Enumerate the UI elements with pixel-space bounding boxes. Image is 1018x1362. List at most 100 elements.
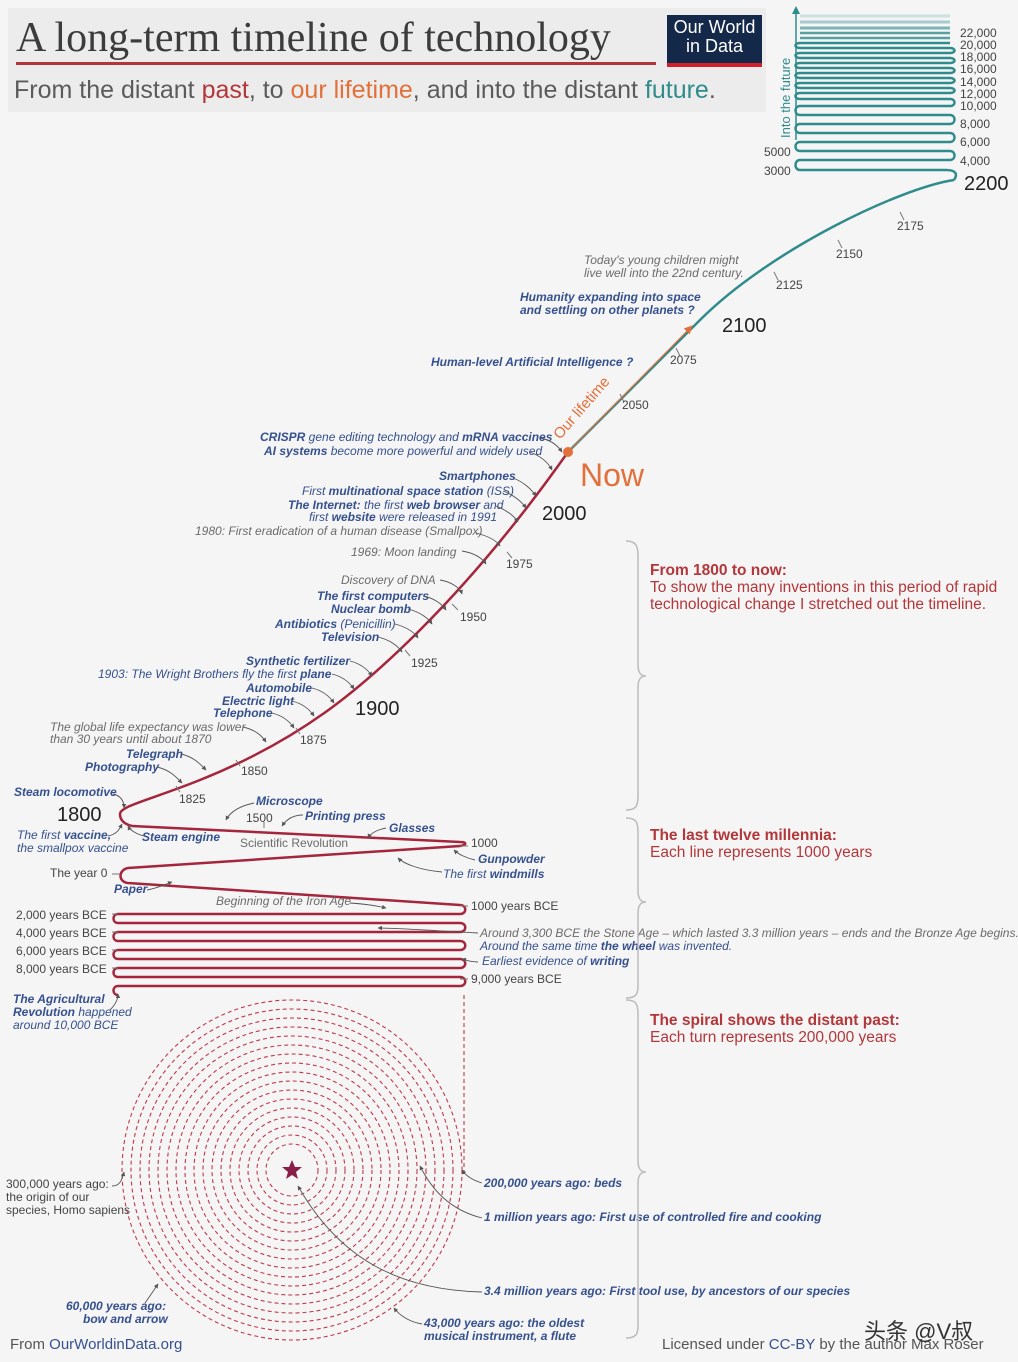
future-year: 12,000 — [960, 87, 997, 101]
event-text: first — [309, 510, 332, 524]
event-fire: 1 million years ago: First use of contro… — [484, 1210, 822, 1224]
spiral-past — [121, 995, 465, 1341]
event-fertilizer: Synthetic fertilizer — [246, 654, 351, 668]
event-computers: The first computers — [317, 589, 429, 603]
event-television: Television — [321, 630, 379, 644]
event-labels: Today's young children might live well i… — [6, 253, 1018, 1343]
year-9000bce: 9,000 years BCE — [471, 972, 562, 986]
footer-license: Licensed under CC-BY by the author Max R… — [662, 1336, 984, 1353]
future-year: 4,000 — [960, 154, 990, 168]
event-text: First — [302, 484, 329, 498]
event-lifeexp: than 30 years until about 1870 — [50, 732, 212, 746]
event-text: were released in 1991 — [376, 510, 497, 524]
event-text: and — [480, 498, 504, 512]
event-sapiens: species, Homo sapiens — [6, 1203, 130, 1217]
future-year: 20,000 — [960, 38, 997, 52]
event-text: CRISPR — [260, 430, 306, 444]
event-stone-age: Around 3,300 BCE the Stone Age – which l… — [479, 926, 1018, 940]
year-1875: 1875 — [300, 733, 327, 747]
event-children: Today's young children might — [584, 253, 739, 267]
event-text: web browser — [407, 498, 482, 512]
owid-logo[interactable]: Our World in Data — [667, 15, 762, 67]
year-2150: 2150 — [836, 247, 863, 261]
event-wright: 1903: The Wright Brothers fly the first … — [98, 667, 332, 681]
event-text: plane — [299, 667, 332, 681]
year-1825: 1825 — [179, 792, 206, 806]
year-2000bce: 2,000 years BCE — [16, 908, 107, 922]
title-panel — [8, 8, 766, 112]
lifetime-arrow — [567, 325, 693, 453]
event-text: multinational space station — [329, 484, 484, 498]
event-automobile: Automobile — [245, 681, 312, 695]
now-marker — [563, 447, 573, 457]
event-text: the first — [361, 498, 407, 512]
year-2175: 2175 — [897, 219, 924, 233]
future-year: 6,000 — [960, 135, 990, 149]
event-dna: Discovery of DNA — [341, 573, 436, 587]
event-tools: 3.4 million years ago: First tool use, b… — [484, 1284, 850, 1298]
event-crispr: CRISPR gene editing technology and mRNA … — [260, 430, 553, 444]
event-text: the wheel — [601, 939, 656, 953]
future-year: 8,000 — [960, 117, 990, 131]
year-2075: 2075 — [670, 353, 697, 367]
year-1000: 1000 — [471, 836, 498, 850]
event-windmills: The first windmills — [443, 867, 545, 881]
event-agri: The Agricultural — [13, 992, 105, 1006]
event-vaccine: The first vaccine, — [17, 828, 111, 842]
subtitle-lifetime: our lifetime — [290, 76, 413, 104]
watermark: 头条 @V叔 — [864, 1319, 974, 1344]
cc-by-link[interactable]: CC-BY — [768, 1336, 816, 1353]
future-year: 14,000 — [960, 75, 997, 89]
event-agri-2: Revolution happened — [13, 1005, 132, 1019]
event-text: Earliest evidence of — [482, 954, 590, 968]
owid-link[interactable]: OurWorldinData.org — [49, 1336, 183, 1353]
event-text: The Internet: — [288, 498, 361, 512]
subtitle-text: From the distant — [14, 76, 202, 104]
event-website: first website were released in 1991 — [309, 510, 497, 524]
event-flute: musical instrument, a flute — [424, 1329, 576, 1343]
event-sapiens: the origin of our — [6, 1190, 89, 1204]
year-1925: 1925 — [411, 656, 438, 670]
event-nuclear: Nuclear bomb — [331, 602, 411, 616]
year-2100: 2100 — [722, 315, 767, 337]
event-antibiotics: Antibiotics (Penicillin) — [274, 617, 396, 631]
lifetime-label: Our lifetime — [550, 374, 613, 443]
year-1500: 1500 — [246, 811, 273, 825]
event-smallpox: 1980: First eradication of a human disea… — [195, 524, 482, 538]
event-iss: First multinational space station (ISS) — [302, 484, 514, 498]
year-1800: 1800 — [57, 804, 102, 826]
section-1800-now: From 1800 to now: To show the many invent… — [650, 562, 1010, 613]
event-text: mRNA vaccines — [462, 430, 553, 444]
event-moon: 1969: Moon landing — [351, 545, 457, 559]
section-spiral: The spiral shows the distant past: Each t… — [650, 1012, 1010, 1046]
event-children: live well into the 22nd century. — [584, 266, 744, 280]
event-internet: The Internet: the first web browser and — [288, 498, 504, 512]
section-millennia: The last twelve millennia: Each line repr… — [650, 827, 1010, 861]
event-text: The first — [443, 867, 490, 881]
footer-text: Licensed under — [662, 1336, 769, 1353]
logo-line: in Data — [685, 36, 744, 56]
future-year: 10,000 — [960, 99, 997, 113]
year-1950: 1950 — [460, 610, 487, 624]
event-agri-3: around 10,000 BCE — [13, 1018, 119, 1032]
future-year: 18,000 — [960, 50, 997, 64]
event-paper: Paper — [114, 882, 149, 896]
event-text: Around the same time — [479, 939, 601, 953]
future-year: 5000 — [764, 145, 791, 159]
section-body: Each line represents 1000 years — [650, 844, 873, 861]
section-body: To show the many inventions in this peri… — [650, 579, 998, 613]
event-text: become more powerful and widely used — [327, 444, 542, 458]
section-title: The last twelve millennia: — [650, 827, 837, 844]
footer-source: From OurWorldinData.org — [10, 1336, 182, 1353]
event-text: AI systems — [263, 444, 328, 458]
event-telegraph: Telegraph — [126, 747, 183, 761]
event-steam-engine: Steam engine — [142, 830, 220, 844]
event-space: and settling on other planets ? — [520, 303, 695, 317]
logo-accent-bar — [667, 63, 762, 67]
event-smartphones: Smartphones — [439, 469, 516, 483]
event-printing: Printing press — [305, 809, 386, 823]
event-electric: Electric light — [222, 694, 295, 708]
year-2050: 2050 — [622, 398, 649, 412]
event-writing: Earliest evidence of writing — [482, 954, 630, 968]
page-subtitle: From the distant past, to our lifetime, … — [14, 76, 716, 105]
